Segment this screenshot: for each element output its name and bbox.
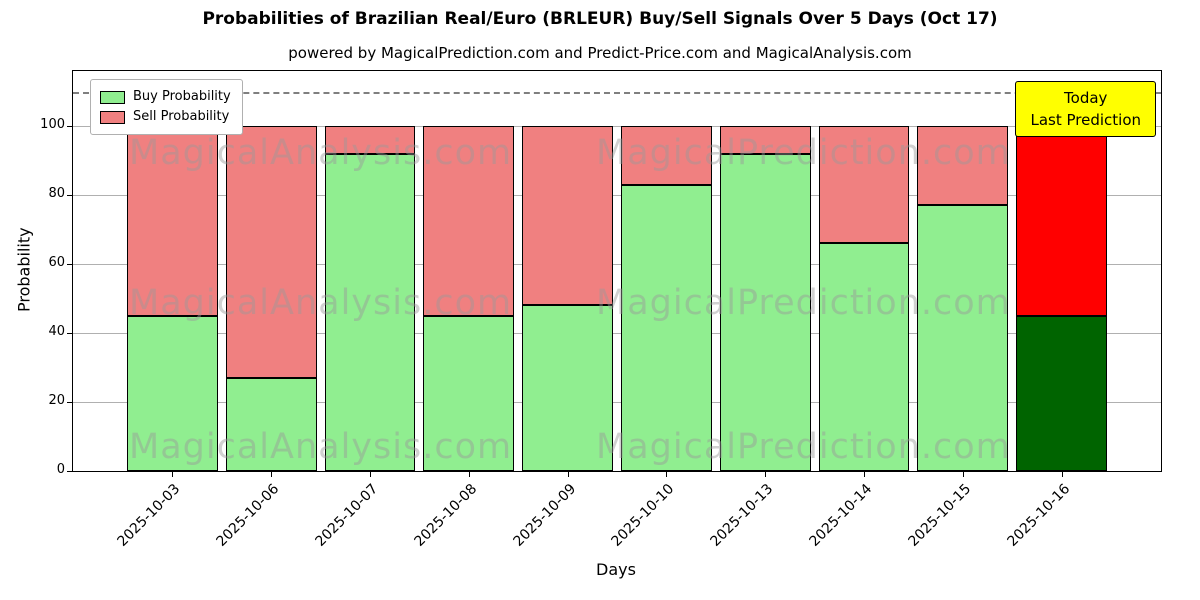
annotation-line2: Last Prediction (1030, 111, 1141, 129)
y-tick-mark (67, 402, 73, 404)
x-tick-mark (962, 471, 964, 477)
annotation-line1: Today (1064, 89, 1108, 107)
chart-subtitle: powered by MagicalPrediction.com and Pre… (288, 44, 912, 62)
grid-line-y (73, 195, 1161, 197)
bar-sell-segment (719, 126, 811, 154)
legend-item-sell: Sell Probability (100, 107, 231, 127)
x-tick-mark (468, 471, 470, 477)
watermark-text: MagicalAnalysis.com (129, 427, 513, 467)
bar-buy-segment (917, 205, 1009, 471)
threshold-dashed-line (73, 91, 1161, 94)
today-annotation: Today Last Prediction (1015, 81, 1156, 137)
bar-buy-segment (620, 184, 712, 471)
y-tick-mark (67, 126, 73, 128)
y-tick-mark (67, 471, 73, 472)
bar-sell-segment (917, 126, 1009, 206)
x-tick-mark (765, 471, 767, 477)
bar-sell-segment (1016, 126, 1108, 316)
x-tick-mark (172, 471, 174, 477)
watermark-text: MagicalPrediction.com (596, 283, 1011, 323)
bar-sell-segment (225, 126, 317, 378)
x-axis-label: Days (596, 560, 636, 579)
legend-swatch-sell (100, 110, 125, 124)
grid-line-y (73, 402, 1161, 404)
bar-sell-segment (522, 126, 614, 306)
bar-buy-segment (324, 153, 416, 471)
watermark-text: MagicalAnalysis.com (129, 133, 513, 173)
watermark-text: MagicalAnalysis.com (129, 283, 513, 323)
y-tick-label: 40 (48, 324, 65, 340)
bar-buy-segment (423, 315, 515, 471)
grid-line-y (73, 264, 1161, 266)
y-tick-label: 0 (56, 462, 65, 477)
x-tick-mark (567, 471, 569, 477)
legend-swatch-buy (100, 90, 125, 104)
plot-area: Buy Probability Sell Probability Today L… (40, 70, 1162, 550)
bar-sell-segment (620, 126, 712, 185)
bar-sell-segment (818, 126, 910, 244)
y-tick-label: 60 (48, 255, 65, 271)
y-tick-mark (67, 195, 73, 197)
y-tick-label: 80 (48, 186, 65, 202)
legend-label-sell: Sell Probability (133, 109, 230, 124)
legend-label-buy: Buy Probability (133, 89, 231, 104)
bar-buy-segment (1016, 315, 1108, 471)
y-tick-mark (67, 264, 73, 266)
bar-sell-segment (324, 126, 416, 154)
bar-buy-segment (126, 315, 218, 471)
bar-sell-segment (423, 126, 515, 316)
legend: Buy Probability Sell Probability (90, 79, 243, 135)
bar-buy-segment (719, 153, 811, 471)
legend-item-buy: Buy Probability (100, 87, 231, 107)
bar-buy-segment (818, 243, 910, 471)
bar-buy-segment (225, 377, 317, 471)
x-tick-mark (271, 471, 273, 477)
watermark-text: MagicalPrediction.com (596, 427, 1011, 467)
y-tick-label: 20 (48, 393, 65, 409)
chart-title: Probabilities of Brazilian Real/Euro (BR… (202, 9, 998, 29)
bar-buy-segment (522, 305, 614, 471)
x-tick-mark (666, 471, 668, 477)
grid-line-y (73, 126, 1161, 128)
y-tick-mark (67, 333, 73, 335)
watermark-text: MagicalPrediction.com (596, 133, 1011, 173)
x-tick-mark (1061, 471, 1063, 477)
x-tick-mark (864, 471, 865, 477)
grid-line-y (73, 333, 1161, 335)
y-tick-label: 100 (40, 117, 65, 133)
x-tick-mark (370, 471, 371, 477)
